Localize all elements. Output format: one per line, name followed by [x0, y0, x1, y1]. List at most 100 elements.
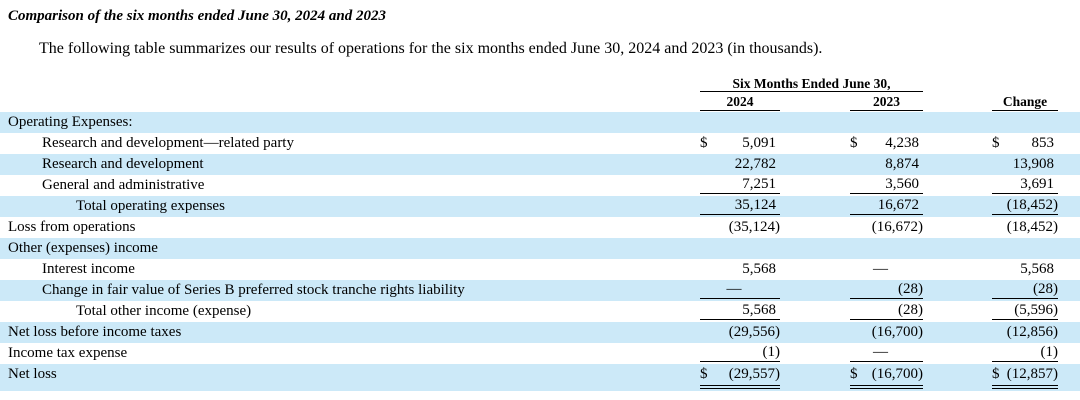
- cell-value: [919, 238, 923, 258]
- cell-value: [919, 112, 923, 132]
- table-row: Total operating expenses 35,124 16,672 (18,…: [0, 196, 1080, 217]
- row-label: Loss from operations: [8, 219, 136, 235]
- cell-value: —: [726, 281, 742, 297]
- table-row: General and administrative 7,251 3,560 3,69…: [0, 175, 1080, 196]
- cell-value: 5,568: [1020, 261, 1054, 277]
- cell-value: (16,700): [871, 366, 923, 382]
- cell-change: (1): [992, 343, 1058, 362]
- cell-change: [992, 112, 1058, 132]
- financial-table: Six Months Ended June 30, 2024 2023 Chan…: [0, 76, 1080, 391]
- table-row: Operating Expenses:: [0, 112, 1080, 133]
- column-headers-row: 2024 2023 Change: [0, 93, 1080, 112]
- cell-value: [1054, 112, 1058, 132]
- cell-value: (1): [762, 344, 781, 360]
- column-header-2023: 2023: [850, 94, 923, 111]
- cell-change: $ (12,857): [992, 365, 1058, 389]
- cell-value: (12,857): [1006, 366, 1058, 382]
- cell-2023: (16,700): [850, 322, 923, 342]
- table-header: Six Months Ended June 30, 2024 2023 Chan…: [0, 76, 1080, 112]
- page-title: Comparison of the six months ended June …: [8, 8, 386, 24]
- cell-value: 3,560: [885, 176, 919, 192]
- row-label: Net loss before income taxes: [8, 324, 182, 340]
- cell-value: 16,672: [877, 197, 919, 213]
- cell-value: (12,856): [1006, 324, 1058, 340]
- table-row: Change in fair value of Series B preferr…: [0, 280, 1080, 301]
- cell-value: 5,568: [742, 261, 776, 277]
- cell-2023: (28): [850, 280, 923, 299]
- cell-value: (28): [898, 302, 923, 318]
- cell-2023: (28): [850, 301, 923, 320]
- cell-2023: —: [850, 343, 923, 362]
- cell-change: $853: [992, 133, 1058, 153]
- cell-2023: —: [850, 259, 923, 279]
- cell-2023: [850, 112, 923, 132]
- table-row: Other (expenses) income: [0, 238, 1080, 259]
- cell-2024: (29,556): [700, 322, 780, 342]
- cell-value: (29,556): [728, 324, 780, 340]
- cell-change: (18,452): [992, 217, 1058, 237]
- cell-2024: (35,124): [700, 217, 780, 237]
- cell-value: 853: [1031, 135, 1055, 151]
- currency-symbol: $: [700, 366, 708, 382]
- cell-value: —: [873, 344, 888, 360]
- table-row: Income tax expense (1) — (1): [0, 343, 1080, 364]
- cell-value: (16,700): [871, 324, 923, 340]
- column-header-2024: 2024: [700, 94, 780, 111]
- cell-2023: $ (16,700): [850, 365, 923, 389]
- row-label: Income tax expense: [8, 345, 128, 361]
- currency-symbol: $: [700, 135, 708, 151]
- cell-value: (29,557): [728, 366, 780, 382]
- cell-value: 7,251: [742, 176, 776, 192]
- currency-symbol: $: [850, 135, 858, 151]
- table-row: Loss from operations (35,124) (16,672) (18,…: [0, 217, 1080, 238]
- cell-2023: 16,672: [850, 196, 923, 215]
- cell-change: (5,596): [992, 301, 1058, 320]
- table-row: Research and development—related party $5…: [0, 133, 1080, 154]
- cell-value: —: [873, 261, 888, 277]
- row-label: Interest income: [42, 261, 135, 277]
- cell-value: (1): [1040, 344, 1059, 360]
- column-group-row: Six Months Ended June 30,: [0, 76, 1080, 93]
- row-label: General and administrative: [42, 177, 205, 193]
- cell-2023: $4,238: [850, 133, 923, 153]
- cell-value: 35,124: [734, 197, 776, 213]
- column-group-header: Six Months Ended June 30,: [700, 76, 923, 92]
- table-row: Interest income 5,568 — 5,568: [0, 259, 1080, 280]
- currency-symbol: $: [992, 135, 1000, 151]
- cell-2024: 5,568: [700, 259, 780, 279]
- table-body: Operating Expenses: Research and developm…: [0, 112, 1080, 391]
- cell-change: 13,908: [992, 154, 1058, 174]
- cell-value: (16,672): [871, 219, 923, 235]
- row-label: Other (expenses) income: [8, 240, 158, 256]
- cell-value: (28): [1033, 281, 1058, 297]
- column-header-change: Change: [992, 94, 1058, 111]
- cell-2024: $5,091: [700, 133, 780, 153]
- cell-change: 3,691: [992, 175, 1058, 194]
- cell-2024: 35,124: [700, 196, 780, 215]
- cell-value: [1054, 238, 1058, 258]
- row-label: Research and development: [42, 156, 204, 172]
- row-label: Operating Expenses:: [8, 114, 133, 130]
- cell-value: 8,874: [885, 156, 919, 172]
- cell-2023: [850, 238, 923, 258]
- currency-symbol: $: [850, 366, 858, 382]
- row-label: Change in fair value of Series B preferr…: [42, 282, 465, 298]
- cell-value: (5,596): [1014, 302, 1058, 318]
- row-label: Total other income (expense): [76, 303, 252, 319]
- cell-value: 22,782: [734, 156, 776, 172]
- row-label: Research and development—related party: [42, 135, 294, 151]
- cell-value: [776, 112, 780, 132]
- table-row: Net loss $ (29,557) $ (16,700) $ (12,857): [0, 364, 1080, 391]
- table-row: Total other income (expense) 5,568 (28) (5,…: [0, 301, 1080, 322]
- cell-2023: 3,560: [850, 175, 923, 194]
- cell-value: (35,124): [728, 219, 780, 235]
- cell-value: (28): [898, 281, 923, 297]
- intro-paragraph: The following table summarizes our resul…: [39, 40, 823, 57]
- cell-2024: —: [700, 280, 780, 299]
- row-label: Net loss: [8, 366, 57, 382]
- cell-2024: [700, 238, 780, 258]
- cell-2024: 5,568: [700, 301, 780, 320]
- cell-value: 13,908: [1012, 156, 1054, 172]
- cell-change: 5,568: [992, 259, 1058, 279]
